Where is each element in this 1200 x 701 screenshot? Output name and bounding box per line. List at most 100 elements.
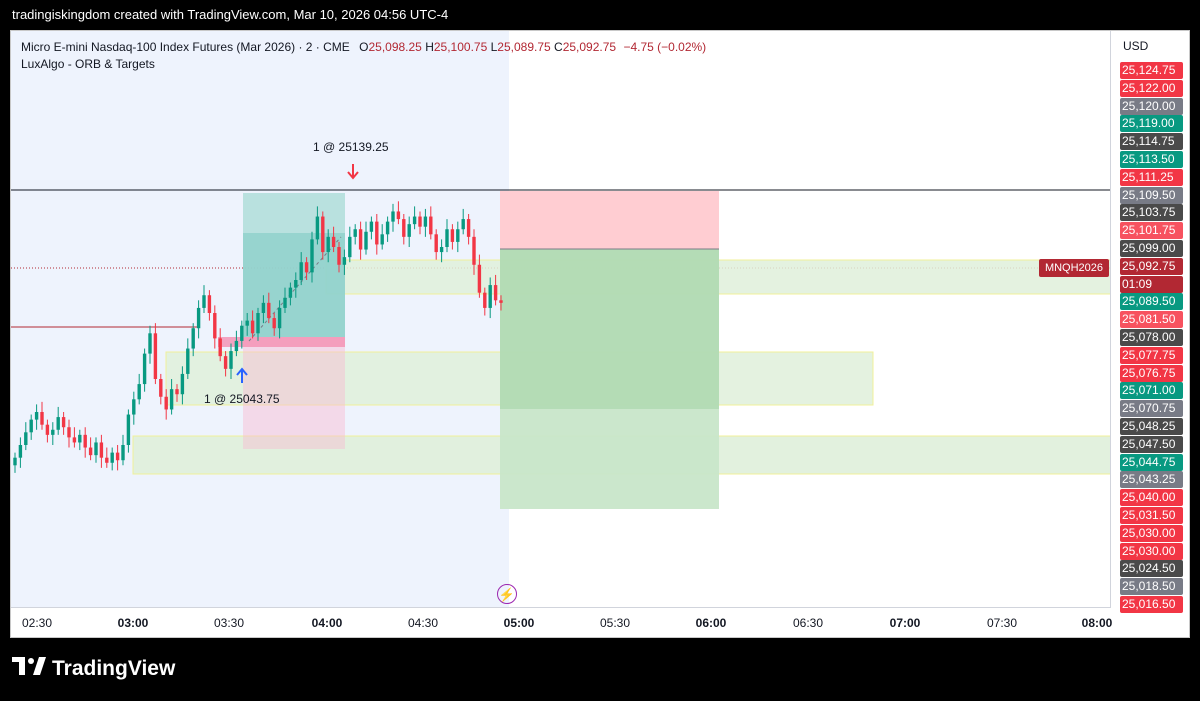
sell-trade-label: 1 @ 25139.25 — [313, 140, 389, 154]
candle-body — [186, 348, 190, 374]
price-tag: 25,122.00 — [1120, 79, 1183, 97]
chart-frame[interactable]: Micro E-mini Nasdaq-100 Index Futures (M… — [10, 30, 1190, 638]
candle-body — [315, 216, 320, 240]
time-label: 02:30 — [21, 616, 53, 630]
buy-arrow-icon — [236, 367, 248, 383]
candle-body — [456, 229, 460, 242]
time-label: 04:30 — [407, 616, 439, 630]
candle-body — [439, 247, 444, 253]
candle-body — [99, 442, 104, 458]
candle-body — [169, 389, 174, 410]
candle-body — [40, 412, 44, 425]
price-tag: 25,089.50 — [1120, 293, 1183, 311]
candle-body — [202, 295, 206, 308]
candle-body — [391, 211, 395, 222]
candle-body — [375, 221, 379, 245]
candle-body — [493, 285, 498, 301]
candle-body — [272, 318, 276, 329]
candle-body — [67, 427, 71, 438]
candle-body — [78, 434, 82, 443]
candlestick-series — [13, 201, 503, 473]
time-label: 07:00 — [889, 616, 921, 630]
candle-body — [407, 224, 411, 237]
indicator-title[interactable]: LuxAlgo - ORB & Targets — [21, 57, 155, 71]
price-tag: 25,044.75 — [1120, 453, 1183, 471]
candle-body — [153, 333, 158, 379]
price-tag: 25,111.25 — [1120, 168, 1183, 186]
candle-body — [418, 216, 422, 227]
time-label: 05:00 — [503, 616, 535, 630]
currency-label[interactable]: USD — [1123, 39, 1149, 53]
candle-body — [256, 313, 260, 334]
candle-body — [51, 429, 55, 435]
price-tag: 25,113.50 — [1120, 151, 1183, 168]
price-tag: 25,081.50 — [1120, 311, 1183, 329]
candle-body — [196, 307, 201, 329]
time-label: 03:30 — [213, 616, 245, 630]
candle-body — [499, 300, 503, 303]
candle-body — [348, 236, 352, 258]
tradingview-logo-icon — [12, 656, 46, 682]
symbol-description[interactable]: Micro E-mini Nasdaq-100 Index Futures (M… — [21, 40, 350, 54]
candle-body — [267, 302, 271, 319]
price-tag: 25,031.50 — [1120, 507, 1183, 524]
candle-body — [396, 211, 401, 220]
tradingview-branding: TradingView — [12, 656, 175, 682]
price-tag: 25,103.75 — [1120, 204, 1183, 222]
long-position-path — [248, 236, 342, 342]
candle-body — [337, 247, 341, 265]
candle-body — [223, 356, 228, 369]
candle-body — [364, 231, 368, 250]
price-tag: 25,071.00 — [1120, 382, 1183, 400]
candle-body — [369, 221, 374, 232]
symbol-price-tag: MNQH2026 — [1039, 259, 1109, 277]
candle-body — [434, 234, 438, 253]
candle-body — [429, 216, 433, 235]
candle-body — [472, 236, 476, 265]
time-label: 06:30 — [792, 616, 824, 630]
price-tag: 25,018.50 — [1120, 578, 1183, 596]
candle-body — [250, 320, 255, 334]
candle-body — [353, 229, 357, 237]
chart-canvas[interactable] — [11, 31, 1111, 607]
candle-body — [29, 419, 33, 433]
candle-body — [288, 287, 293, 298]
candle-body — [13, 457, 17, 466]
candle-body — [24, 432, 28, 445]
candle-body — [294, 280, 298, 288]
candle-body — [115, 452, 120, 461]
price-tag: 25,101.75 — [1120, 222, 1183, 240]
candle-body — [402, 219, 406, 237]
sell-arrow-icon — [347, 164, 359, 180]
short-position-stop-zone — [500, 191, 719, 249]
price-tag: 25,030.00 — [1120, 524, 1183, 542]
price-tag: 25,043.25 — [1120, 471, 1183, 489]
lightning-icon[interactable]: ⚡ — [497, 584, 517, 604]
time-axis[interactable]: 02:30 03:00 03:30 04:00 04:30 05:00 05:30 06:00… — [11, 607, 1113, 637]
time-label: 07:30 — [986, 616, 1018, 630]
candle-body — [164, 396, 168, 410]
candle-body — [358, 229, 363, 250]
candle-body — [385, 221, 390, 235]
candle-body — [45, 424, 50, 435]
candle-body — [83, 434, 87, 448]
time-label: 08:00 — [1081, 616, 1113, 630]
price-tag: 25,016.50 — [1120, 596, 1183, 613]
price-tag: 25,119.00 — [1120, 115, 1183, 133]
candle-body — [477, 264, 482, 293]
candle-body — [488, 285, 492, 308]
candle-body — [380, 234, 384, 245]
price-tag: 25,124.75 — [1120, 62, 1183, 79]
price-tag: 25,099.00 — [1120, 240, 1183, 257]
price-tag: 25,070.75 — [1120, 400, 1183, 418]
price-tag: 25,120.00 — [1120, 97, 1183, 115]
price-scale[interactable]: USD 25,124.75 25,122.00 25,120.00 25,119.00… — [1110, 31, 1189, 613]
price-tag: 25,047.50 — [1120, 435, 1183, 453]
candle-body — [466, 219, 471, 237]
candle-body — [218, 338, 222, 357]
candle-body — [56, 417, 60, 430]
candle-body — [94, 442, 98, 456]
brand-name: TradingView — [52, 657, 176, 680]
candle-body — [105, 457, 109, 463]
candle-body — [461, 219, 465, 230]
